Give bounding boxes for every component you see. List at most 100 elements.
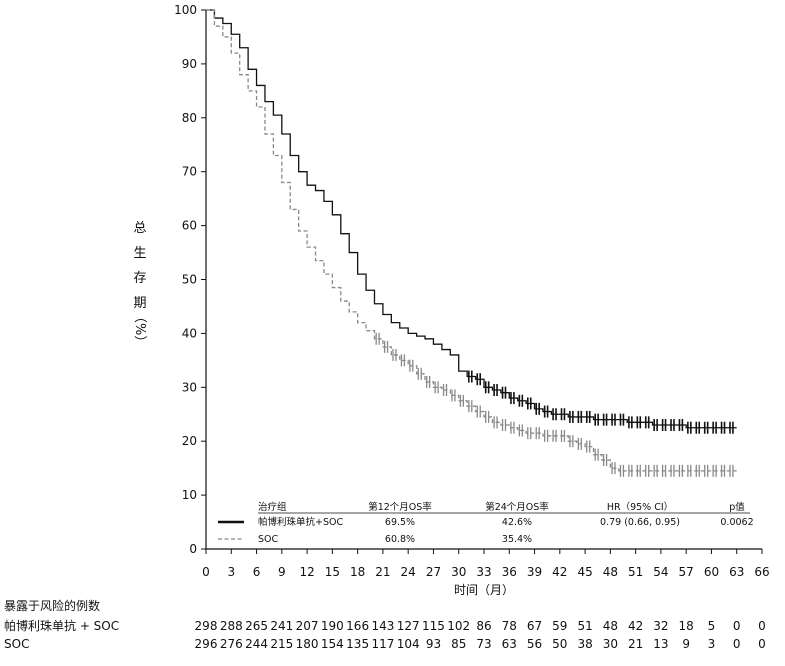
x-tick-label: 15 bbox=[325, 565, 340, 579]
y-tick-label: 90 bbox=[182, 57, 197, 71]
legend-cell: 69.5% bbox=[385, 517, 415, 528]
risk-count: 13 bbox=[653, 637, 668, 651]
risk-count: 276 bbox=[220, 637, 243, 651]
y-tick-label: 10 bbox=[182, 488, 197, 502]
risk-count: 93 bbox=[426, 637, 441, 651]
risk-count: 9 bbox=[682, 637, 690, 651]
risk-count: 127 bbox=[397, 619, 420, 633]
risk-table-title: 暴露于风险的例数 bbox=[4, 598, 100, 613]
risk-count: 154 bbox=[321, 637, 344, 651]
y-axis-title-char: 存 bbox=[133, 271, 146, 286]
legend-header: 第12个月OS率 bbox=[368, 501, 432, 513]
y-tick-label: 50 bbox=[182, 273, 197, 287]
x-tick-label: 66 bbox=[754, 565, 769, 579]
y-axis-title-char: 总 bbox=[133, 221, 146, 236]
x-tick-label: 54 bbox=[653, 565, 668, 579]
risk-count: 48 bbox=[603, 619, 618, 633]
risk-count: 32 bbox=[653, 619, 668, 633]
x-tick-label: 51 bbox=[628, 565, 643, 579]
risk-count: 0 bbox=[758, 619, 766, 633]
legend-cell: 0.0062 bbox=[720, 517, 753, 528]
y-tick-label: 40 bbox=[182, 326, 197, 340]
x-tick-label: 18 bbox=[350, 565, 365, 579]
x-tick-label: 27 bbox=[426, 565, 441, 579]
risk-count: 42 bbox=[628, 619, 643, 633]
x-tick-label: 60 bbox=[704, 565, 719, 579]
risk-count: 38 bbox=[577, 637, 592, 651]
legend-table: 治疗组 第12个月OS率 第24个月OS率 HR（95% CI） p值帕博利珠单抗+SO… bbox=[218, 501, 754, 545]
x-tick-label: 36 bbox=[502, 565, 517, 579]
y-tick-label: 20 bbox=[182, 434, 197, 448]
risk-count: 190 bbox=[321, 619, 344, 633]
legend-cell: 42.6% bbox=[502, 517, 532, 528]
x-tick-label: 33 bbox=[476, 565, 491, 579]
legend-header: p值 bbox=[729, 501, 745, 513]
risk-count: 51 bbox=[577, 619, 592, 633]
risk-count: 207 bbox=[296, 619, 319, 633]
y-tick-label: 80 bbox=[182, 111, 197, 125]
legend-cell: 0.79 (0.66, 0.95) bbox=[600, 517, 680, 528]
curve-soc bbox=[206, 9, 737, 472]
x-tick-label: 45 bbox=[577, 565, 592, 579]
x-tick-label: 12 bbox=[299, 565, 314, 579]
risk-count: 67 bbox=[527, 619, 542, 633]
x-tick-label: 57 bbox=[679, 565, 694, 579]
risk-count: 30 bbox=[603, 637, 618, 651]
y-tick-label: 60 bbox=[182, 219, 197, 233]
risk-count: 63 bbox=[502, 637, 517, 651]
risk-count: 143 bbox=[371, 619, 394, 633]
x-tick-label: 6 bbox=[253, 565, 261, 579]
legend-cell: 帕博利珠单抗+SOC bbox=[258, 516, 343, 528]
y-axis-title-char: 生 bbox=[133, 246, 146, 261]
risk-count: 215 bbox=[270, 637, 293, 651]
x-tick-label: 3 bbox=[227, 565, 235, 579]
risk-count: 59 bbox=[552, 619, 567, 633]
risk-count: 244 bbox=[245, 637, 268, 651]
risk-count: 50 bbox=[552, 637, 567, 651]
survival-curves bbox=[206, 9, 737, 477]
x-ticks: 0 3 6 9 12 15 18 21 24 27 30 33 36 39 42 45 48 51 54 57 60 63… bbox=[202, 549, 770, 579]
x-tick-label: 63 bbox=[729, 565, 744, 579]
risk-count: 288 bbox=[220, 619, 243, 633]
risk-count: 21 bbox=[628, 637, 643, 651]
legend-cell: SOC bbox=[258, 534, 279, 545]
x-tick-label: 30 bbox=[451, 565, 466, 579]
y-axis-title-unit: （%） bbox=[132, 310, 147, 348]
x-tick-label: 39 bbox=[527, 565, 542, 579]
x-axis-title: 时间（月） bbox=[454, 583, 514, 597]
risk-count: 86 bbox=[476, 619, 491, 633]
x-tick-label: 42 bbox=[552, 565, 567, 579]
risk-count: 115 bbox=[422, 619, 445, 633]
legend-cell: 60.8% bbox=[385, 534, 415, 545]
y-ticks: 0 10 20 30 40 50 60 70 80 90 100 bbox=[174, 3, 206, 556]
legend-header: 第24个月OS率 bbox=[485, 501, 549, 513]
curve-pembrolizumab-soc bbox=[206, 9, 737, 429]
risk-count: 102 bbox=[447, 619, 470, 633]
legend-header: HR（95% CI） bbox=[607, 501, 673, 513]
x-tick-label: 24 bbox=[401, 565, 416, 579]
y-tick-label: 30 bbox=[182, 380, 197, 394]
risk-count: 0 bbox=[733, 619, 741, 633]
risk-count: 18 bbox=[679, 619, 694, 633]
plot-axes bbox=[205, 10, 762, 550]
risk-count: 85 bbox=[451, 637, 466, 651]
risk-count: 166 bbox=[346, 619, 369, 633]
risk-count: 135 bbox=[346, 637, 369, 651]
risk-count: 73 bbox=[476, 637, 491, 651]
risk-count: 180 bbox=[296, 637, 319, 651]
risk-row-label: SOC bbox=[4, 637, 29, 651]
y-tick-label: 0 bbox=[189, 542, 197, 556]
risk-table: 帕博利珠单抗 + SOC 298 288 265 241 207 190 166 143 127 1… bbox=[4, 618, 766, 651]
legend-header: 治疗组 bbox=[258, 501, 287, 513]
risk-count: 3 bbox=[708, 637, 716, 651]
risk-count: 0 bbox=[733, 637, 741, 651]
risk-count: 0 bbox=[758, 637, 766, 651]
x-tick-label: 9 bbox=[278, 565, 286, 579]
risk-count: 265 bbox=[245, 619, 268, 633]
risk-row-label: 帕博利珠单抗 + SOC bbox=[4, 618, 119, 633]
legend-cell: 35.4% bbox=[502, 534, 532, 545]
risk-count: 104 bbox=[397, 637, 420, 651]
risk-count: 78 bbox=[502, 619, 517, 633]
